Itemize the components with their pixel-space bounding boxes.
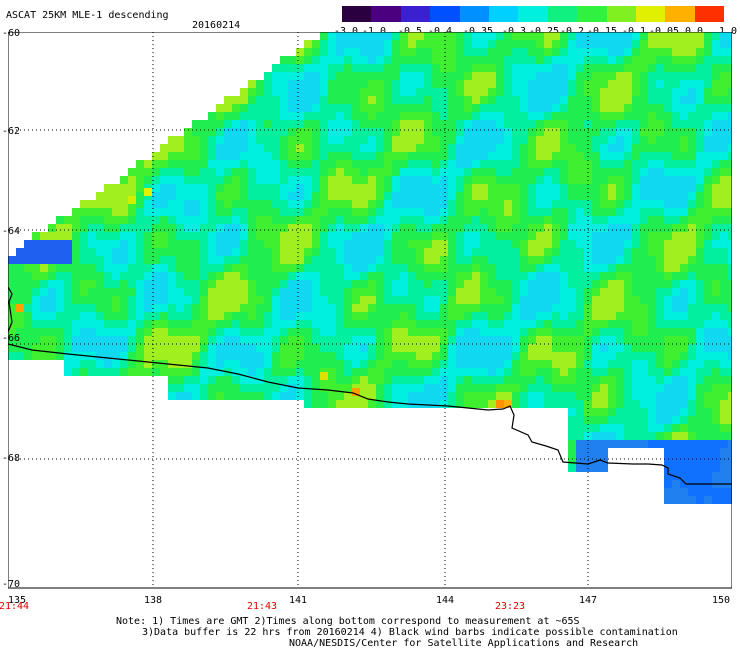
color-scale-swatch [371,6,401,22]
time-label: 23:23 [494,601,526,612]
color-scale-swatch [342,6,372,22]
latitude-label: -60 [2,28,21,39]
longitude-label: 147 [578,595,598,606]
note-line-3: NOAA/NESDIS/Center for Satellite Applica… [289,638,639,649]
latitude-label: -62 [2,126,21,137]
latitude-label: -70 [2,579,21,590]
antarctic-coastline [8,286,732,485]
longitude-label: 138 [143,595,163,606]
color-scale-swatch [694,6,725,22]
color-scale-swatch [635,6,666,22]
longitude-label: 144 [435,595,455,606]
color-scale-swatch [430,6,460,22]
map-title: ASCAT 25KM MLE-1 descending [6,10,169,21]
lat-lon-grid [8,32,732,588]
longitude-label: 141 [288,595,308,606]
map-plot [8,32,732,589]
color-scale-swatch [665,6,695,22]
note-line-2: 3)Data buffer is 22 hrs from 20160214 4)… [142,627,678,638]
color-scale-swatch [400,6,431,22]
longitude-label: 135 [8,595,27,606]
color-scale-swatch [547,6,578,22]
latitude-label: -64 [2,226,21,237]
backscatter-field [8,32,732,504]
latitude-label: -66 [2,333,21,344]
color-scale-swatch [577,6,607,22]
color-scale-swatch [488,6,519,22]
time-label: 21:43 [246,601,278,612]
color-scale-swatch [459,6,489,22]
longitude-label: 150 [711,595,730,606]
color-scale-bar [342,6,725,22]
note-line-1: Note: 1) Times are GMT 2)Times along bot… [116,616,580,627]
latitude-label: -68 [2,453,21,464]
map-date: 20160214 [192,20,241,31]
color-scale-swatch [606,6,636,22]
time-label: 21:44 [0,601,30,612]
color-scale-swatch [518,6,548,22]
